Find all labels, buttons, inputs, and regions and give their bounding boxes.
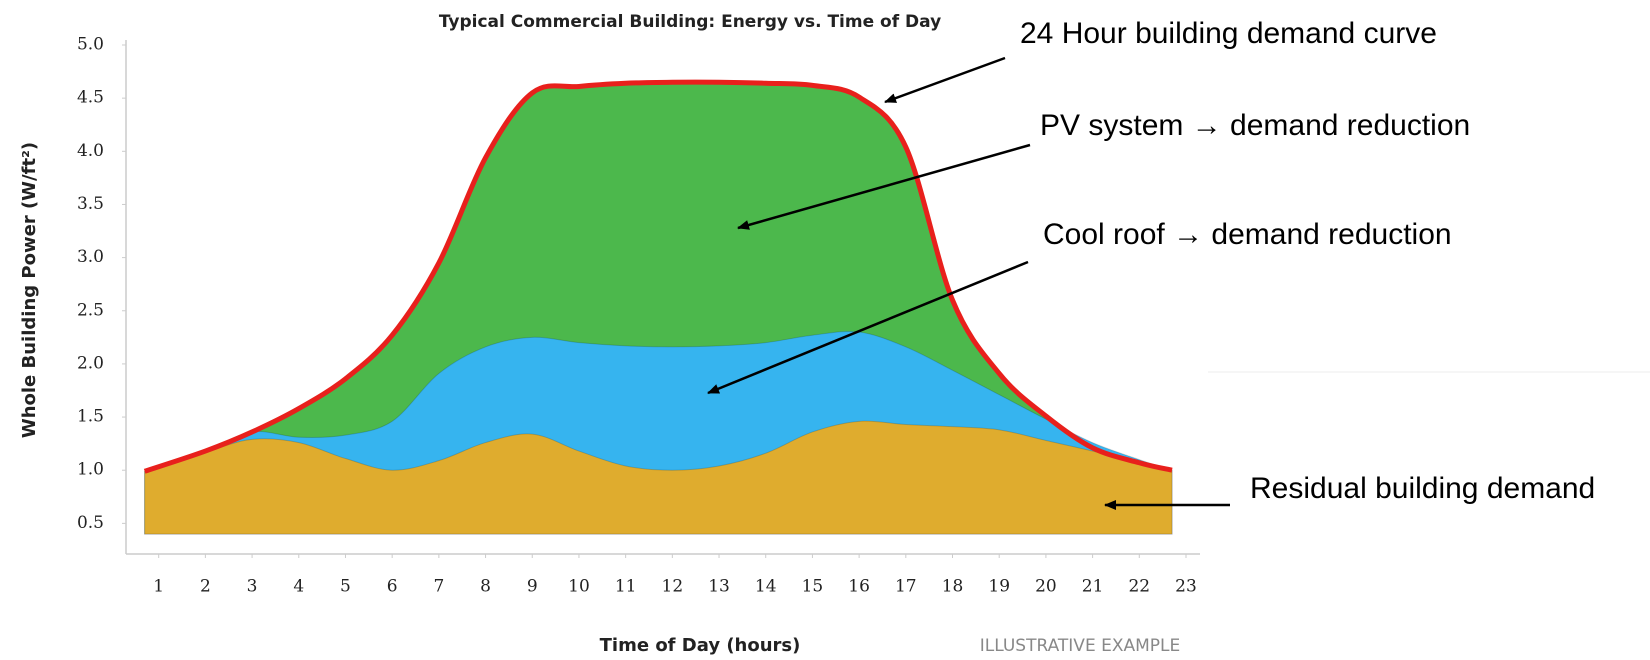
y-tick-label: 2.0	[77, 353, 104, 373]
y-tick-label: 3.0	[77, 247, 104, 267]
annotation: Cool roof → demand reduction	[1043, 218, 1452, 251]
x-tick-label: 6	[387, 577, 398, 597]
x-tick-label: 18	[942, 577, 964, 597]
x-tick-label: 11	[615, 577, 637, 597]
x-tick-label: 5	[340, 577, 351, 597]
x-tick-label: 15	[802, 577, 824, 597]
arrow	[737, 143, 1031, 230]
x-tick-label: 20	[1035, 577, 1057, 597]
y-tick-label: 1.0	[77, 460, 104, 480]
y-tick-label: 2.5	[77, 300, 104, 320]
plot-area	[122, 40, 1200, 558]
x-tick-label: 2	[200, 577, 211, 597]
x-tick-label: 22	[1128, 577, 1150, 597]
x-tick-label: 17	[895, 577, 917, 597]
x-tick-label: 23	[1175, 577, 1197, 597]
x-tick-label: 10	[568, 577, 590, 597]
y-tick-label: 4.0	[77, 141, 104, 161]
x-tick-label: 16	[848, 577, 870, 597]
x-axis-title: Time of Day (hours)	[600, 635, 801, 656]
x-tick-label: 8	[480, 577, 491, 597]
y-axis-title: Whole Building Power (W/ft²)	[19, 142, 40, 438]
x-tick-label: 12	[662, 577, 684, 597]
annotation: 24 Hour building demand curve	[1020, 17, 1437, 50]
x-tick-label: 1	[153, 577, 164, 597]
annotation: PV system → demand reduction	[1040, 109, 1470, 142]
y-tick-label: 4.5	[77, 88, 104, 108]
y-tick-label: 3.5	[77, 194, 104, 214]
y-tick-label: 1.5	[77, 407, 104, 427]
annotation: Residual building demand	[1250, 472, 1595, 505]
x-tick-label: 21	[1082, 577, 1104, 597]
footnote: ILLUSTRATIVE EXAMPLE	[980, 636, 1180, 656]
x-tick-label: 7	[433, 577, 444, 597]
x-tick-label: 4	[293, 577, 304, 597]
arrow	[707, 260, 1029, 395]
y-tick-label: 5.0	[77, 35, 104, 55]
x-tick-label: 13	[708, 577, 730, 597]
chart-title: Typical Commercial Building: Energy vs. …	[439, 12, 941, 32]
x-tick-label: 19	[988, 577, 1010, 597]
y-tick-label: 0.5	[77, 513, 104, 533]
area	[144, 420, 1173, 535]
x-tick-label: 3	[247, 577, 258, 597]
arrow	[884, 56, 1006, 104]
x-tick-label: 9	[527, 577, 538, 597]
x-tick-label: 14	[755, 577, 777, 597]
demand-line	[143, 79, 1173, 474]
